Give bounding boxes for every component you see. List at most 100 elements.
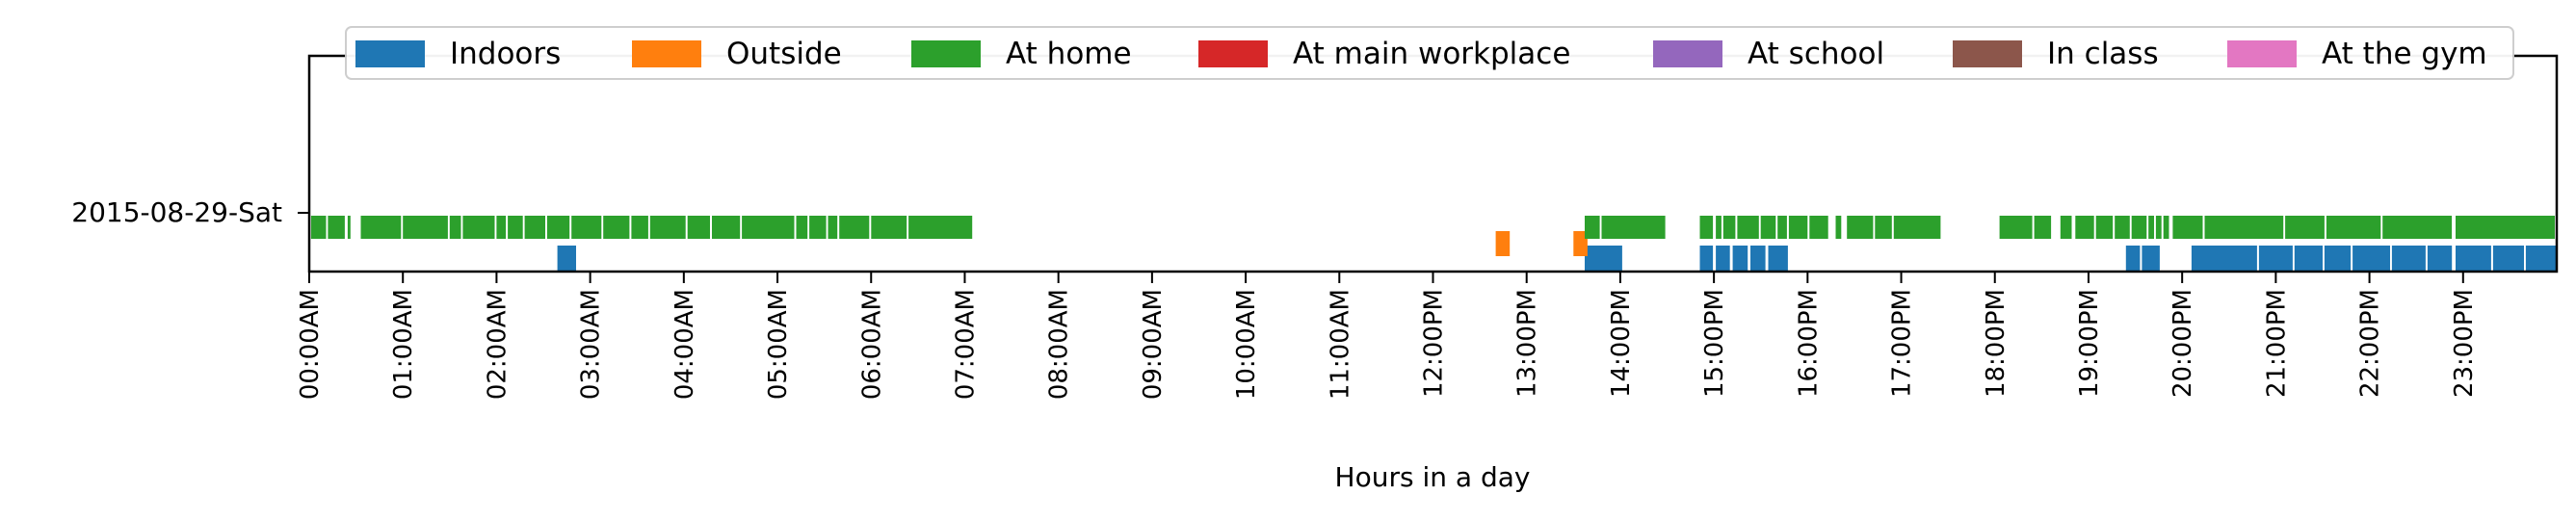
timeline-bar	[1788, 216, 1808, 239]
x-tick-label: 00:00AM	[296, 289, 325, 400]
timeline-bar	[2034, 216, 2052, 239]
timeline-bar	[796, 216, 808, 239]
x-tick-label: 13:00PM	[1513, 289, 1542, 398]
timeline-bar	[347, 216, 351, 239]
timeline-bar	[1699, 216, 1714, 239]
x-tick-label: 07:00AM	[951, 289, 980, 400]
legend-label: At school	[1748, 37, 1884, 71]
timeline-bar	[1875, 216, 1892, 239]
timeline-bar	[2382, 216, 2453, 239]
timeline-bar	[2456, 246, 2491, 271]
timeline-bar	[1809, 216, 1828, 239]
legend-label: Indoors	[450, 37, 561, 71]
timeline-bar	[2427, 246, 2453, 271]
timeline-bar	[2163, 216, 2169, 239]
x-tick-label: 20:00PM	[2169, 289, 2197, 398]
y-tick-label: 2015-08-29-Sat	[71, 196, 282, 228]
x-tick-label: 16:00PM	[1794, 289, 1823, 398]
legend-label: At the gym	[2322, 37, 2487, 71]
timeline-bar	[839, 216, 870, 239]
x-tick-label: 23:00PM	[2450, 289, 2479, 398]
timeline-bar	[2324, 246, 2352, 271]
timeline-bar	[2353, 246, 2390, 271]
x-tick-label: 11:00AM	[1326, 289, 1354, 400]
timeline-bar	[2095, 216, 2114, 239]
timeline-bar	[2131, 216, 2147, 239]
timeline-bar	[631, 216, 648, 239]
timeline-bar	[1732, 246, 1748, 271]
timeline-bar	[2142, 246, 2160, 271]
timeline-bar	[403, 216, 448, 239]
timeline-bar	[449, 216, 461, 239]
legend-swatch	[2227, 40, 2297, 67]
timeline-bar	[1835, 216, 1842, 239]
legend-swatch	[1953, 40, 2022, 67]
timeline-bar	[508, 216, 523, 239]
timeline-bar	[1847, 216, 1874, 239]
timeline-bar	[557, 246, 576, 271]
timeline-bar	[462, 216, 495, 239]
legend-swatch	[355, 40, 425, 67]
x-tick-label: 21:00PM	[2262, 289, 2291, 398]
timeline-bar	[828, 216, 838, 239]
timeline-bar	[2060, 216, 2072, 239]
timeline-bar	[2172, 216, 2203, 239]
legend-swatch	[911, 40, 981, 67]
legend-label: In class	[2047, 37, 2159, 71]
timeline-bar	[1722, 216, 1736, 239]
legend-swatch	[1653, 40, 1722, 67]
x-tick-label: 12:00PM	[1420, 289, 1449, 398]
y-axis: 2015-08-29-Sat	[71, 196, 309, 228]
x-tick-label: 09:00AM	[1139, 289, 1168, 400]
legend: Indoors Outside At home At main workplace At…	[345, 26, 2514, 80]
x-tick-label: 05:00AM	[764, 289, 793, 400]
x-tick-label: 03:00AM	[577, 289, 606, 400]
timeline-bar	[687, 216, 710, 239]
timeline-bar	[871, 216, 907, 239]
timeline-bar	[2492, 246, 2524, 271]
timeline-bar	[571, 216, 602, 239]
timeline-bar	[2115, 216, 2130, 239]
timeline-bar	[2294, 246, 2323, 271]
timeline-bar	[546, 216, 570, 239]
timeline-bar	[2285, 216, 2325, 239]
x-tick-label: 14:00PM	[1607, 289, 1636, 398]
x-tick-label: 22:00PM	[2356, 289, 2385, 398]
timeline-bar	[1585, 216, 1600, 239]
timeline-bar	[2125, 246, 2141, 271]
timeline-bar	[524, 216, 545, 239]
x-tick-label: 01:00AM	[389, 289, 418, 400]
timeline-bar	[1760, 216, 1776, 239]
x-tick-label: 18:00PM	[1982, 289, 2011, 398]
timeline-bar	[603, 216, 630, 239]
timeline-bar	[2391, 246, 2426, 271]
timeline-bar	[1737, 216, 1759, 239]
x-tick-label: 06:00AM	[857, 289, 886, 400]
x-tick-label: 10:00AM	[1232, 289, 1261, 400]
timeline-bar	[2456, 216, 2555, 239]
timeline-bar	[328, 216, 345, 239]
x-tick-label: 04:00AM	[670, 289, 699, 400]
timeline-bar	[2204, 216, 2284, 239]
axes-frame	[307, 54, 2559, 273]
timeline-bar	[1699, 246, 1714, 271]
x-tick-label: 15:00PM	[1700, 289, 1729, 398]
timeline-bar	[1716, 246, 1730, 271]
legend-label: At main workplace	[1293, 37, 1570, 71]
timeline-bar	[496, 216, 507, 239]
x-axis-label: Hours in a day	[1335, 461, 1531, 493]
timeline-bar	[1601, 216, 1666, 239]
timeline-bar	[2075, 216, 2094, 239]
timeline-bar	[2525, 246, 2556, 271]
legend-label: Outside	[726, 37, 842, 71]
timeline-bar	[1768, 246, 1788, 271]
timeline-bar	[360, 216, 402, 239]
timeline-bar	[2148, 216, 2154, 239]
timeline-bar	[2191, 246, 2257, 271]
timeline-marks	[310, 216, 2556, 271]
timeline-bar	[1893, 216, 1941, 239]
timeline-bar	[649, 216, 686, 239]
timeline-bar	[809, 216, 827, 239]
x-tick-label: 08:00AM	[1045, 289, 1074, 400]
timeline-bar	[1750, 246, 1766, 271]
